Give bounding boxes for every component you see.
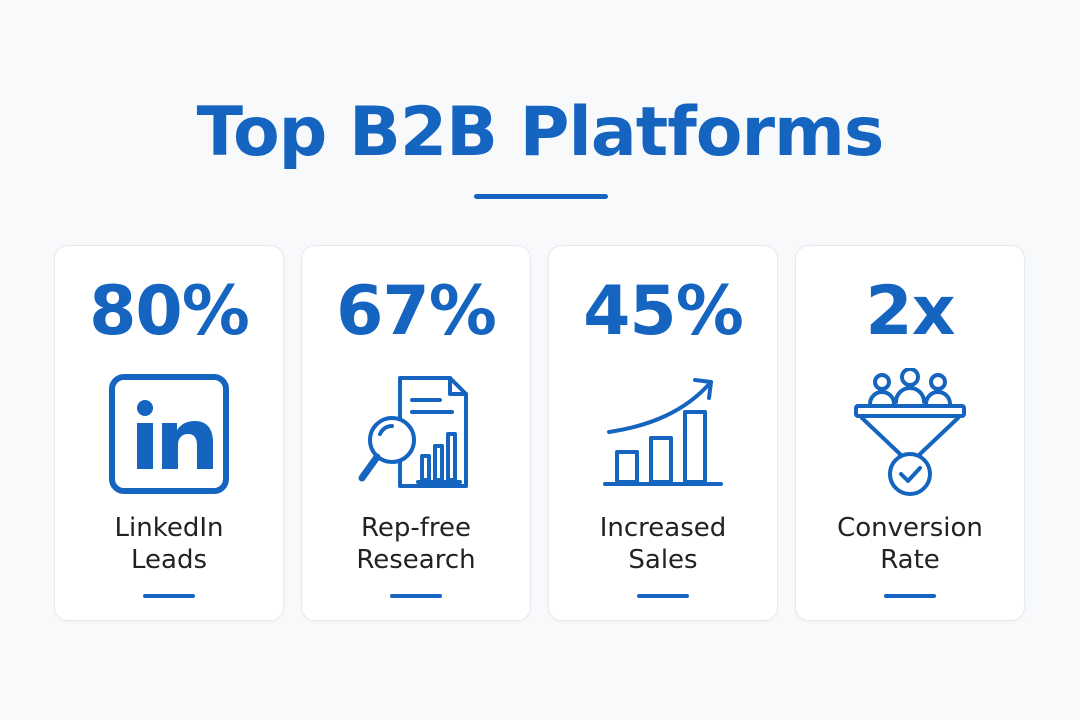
research-document-icon <box>356 368 476 496</box>
stat-card-sales: 45% Increased Sales <box>548 245 778 621</box>
stat-label: Increased Sales <box>599 513 727 575</box>
stat-value: 2x <box>865 272 955 351</box>
card-underline <box>143 594 195 598</box>
title-underline <box>474 194 608 199</box>
stat-card-linkedin: 80% LinkedIn Leads <box>54 245 284 621</box>
card-underline <box>390 594 442 598</box>
stat-value: 80% <box>89 272 250 351</box>
stat-card-conversion: 2x Conversion Rate <box>795 245 1025 621</box>
stat-label: Conversion Rate <box>837 513 983 575</box>
card-underline <box>884 594 936 598</box>
growth-chart-icon <box>603 368 723 496</box>
conversion-funnel-icon <box>850 368 970 496</box>
stat-label: LinkedIn Leads <box>114 513 224 575</box>
card-underline <box>637 594 689 598</box>
stat-value: 45% <box>583 272 744 351</box>
page-title: Top B2B Platforms <box>196 93 885 172</box>
linkedin-icon <box>109 368 229 496</box>
stat-value: 67% <box>336 272 497 351</box>
stat-label: Rep-free Research <box>356 513 476 575</box>
stat-card-research: 67% Rep-free Research <box>301 245 531 621</box>
